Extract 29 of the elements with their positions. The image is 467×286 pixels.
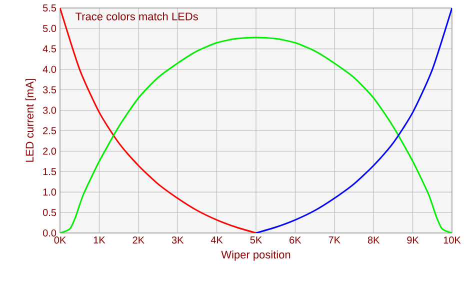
line-series: [60, 36, 452, 233]
y-tick-label: 5.0: [42, 24, 56, 32]
x-tick-label: 3K: [172, 236, 184, 244]
y-tick-label: 0.0: [42, 229, 56, 237]
x-tick-label: 6K: [290, 236, 302, 244]
x-tick-label: 7K: [328, 236, 340, 244]
x-tick-label: 0K: [54, 236, 66, 244]
x-tick-label: 4K: [210, 236, 223, 244]
x-tick-label: 10K: [444, 236, 461, 244]
y-axis-title: LED current [mA]: [25, 79, 36, 162]
y-tick-label: 3.5: [42, 86, 56, 94]
line-series: [255, 8, 452, 233]
x-tick-label: 5K: [250, 236, 262, 244]
y-tick-label: 1.0: [43, 188, 56, 196]
y-tick-label: 1.5: [43, 168, 56, 176]
chart-title: Trace colors match LEDs: [76, 12, 198, 20]
x-tick-label: 2K: [132, 236, 144, 244]
y-tick-label: 3.0: [42, 106, 56, 114]
y-tick-label: 4.0: [42, 66, 56, 73]
y-tick-label: 4.5: [42, 45, 56, 52]
y-tick-label: 0.5: [42, 208, 56, 216]
y-tick-label: 5.5: [42, 4, 56, 12]
x-tick-label: 1K: [94, 236, 106, 244]
x-axis-title: Wiper position: [221, 250, 290, 261]
line-series: [60, 8, 257, 233]
y-tick-label: 2.5: [43, 127, 56, 134]
x-tick-label: 8K: [368, 236, 380, 244]
x-tick-label: 9K: [407, 236, 419, 244]
y-tick-label: 2.0: [43, 148, 56, 155]
